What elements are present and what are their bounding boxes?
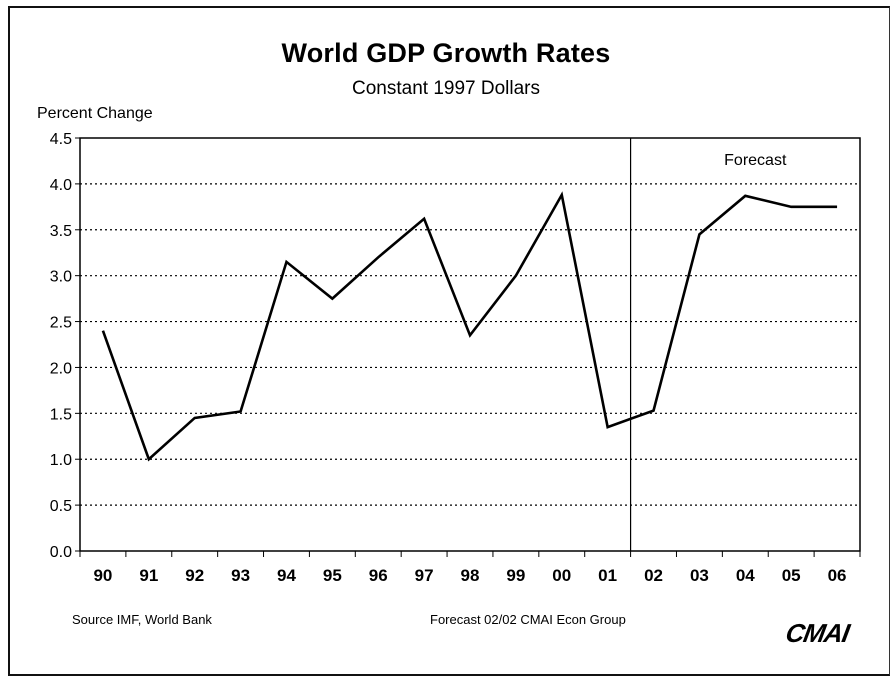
plot-area: [79, 137, 861, 552]
x-tick-label: 06: [828, 566, 847, 585]
y-axis-label: Percent Change: [37, 105, 153, 122]
y-tick-label: 4.5: [50, 131, 72, 148]
y-tick-label: 1.0: [50, 452, 72, 469]
x-tick-label: 90: [93, 566, 112, 585]
chart-subtitle: Constant 1997 Dollars: [352, 78, 540, 99]
x-tick-label: 04: [736, 566, 755, 585]
y-tick-label: 3.5: [50, 223, 72, 240]
x-tick-label: 92: [185, 566, 204, 585]
x-tick-label: 95: [323, 566, 342, 585]
chart-frame: [8, 6, 890, 676]
x-tick-label: 02: [644, 566, 663, 585]
x-tick-label: 01: [598, 566, 617, 585]
x-tick-label: 94: [277, 566, 296, 585]
x-tick-label: 00: [552, 566, 571, 585]
series-line: [101, 191, 838, 462]
y-tick-label: 2.0: [50, 360, 72, 377]
x-tick-label: 98: [461, 566, 480, 585]
source-note: Source IMF, World Bank: [72, 612, 212, 627]
y-tick-label: 3.0: [50, 269, 72, 286]
y-tick-label: 0.5: [50, 498, 72, 515]
y-tick-label: 2.5: [50, 315, 72, 332]
cmai-logo: CMAI: [783, 618, 852, 648]
y-tick-label: 0.0: [50, 544, 72, 561]
chart-title: World GDP Growth Rates: [281, 38, 611, 68]
x-tick-label: 93: [231, 566, 250, 585]
y-tick-label: 4.0: [50, 177, 72, 194]
x-tick-label: 91: [139, 566, 158, 585]
x-tick-label: 97: [415, 566, 434, 585]
x-tick-label: 03: [690, 566, 709, 585]
forecast-note: Forecast 02/02 CMAI Econ Group: [430, 612, 626, 627]
x-tick-label: 05: [782, 566, 801, 585]
x-tick-label: 99: [506, 566, 525, 585]
x-tick-label: 96: [369, 566, 388, 585]
y-tick-label: 1.5: [50, 406, 72, 423]
forecast-annotation: Forecast: [724, 152, 787, 169]
